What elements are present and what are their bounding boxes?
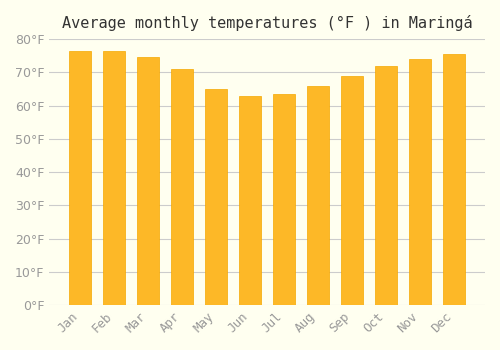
Bar bbox=[443, 54, 465, 305]
Bar bbox=[307, 86, 329, 305]
Title: Average monthly temperatures (°F ) in Maringá: Average monthly temperatures (°F ) in Ma… bbox=[62, 15, 472, 31]
Bar bbox=[239, 96, 261, 305]
Bar bbox=[375, 66, 397, 305]
Bar bbox=[69, 51, 92, 305]
Bar bbox=[171, 69, 193, 305]
Bar bbox=[205, 89, 227, 305]
Bar bbox=[273, 94, 295, 305]
Bar bbox=[103, 51, 126, 305]
Bar bbox=[409, 59, 431, 305]
Bar bbox=[137, 57, 159, 305]
Bar bbox=[341, 76, 363, 305]
